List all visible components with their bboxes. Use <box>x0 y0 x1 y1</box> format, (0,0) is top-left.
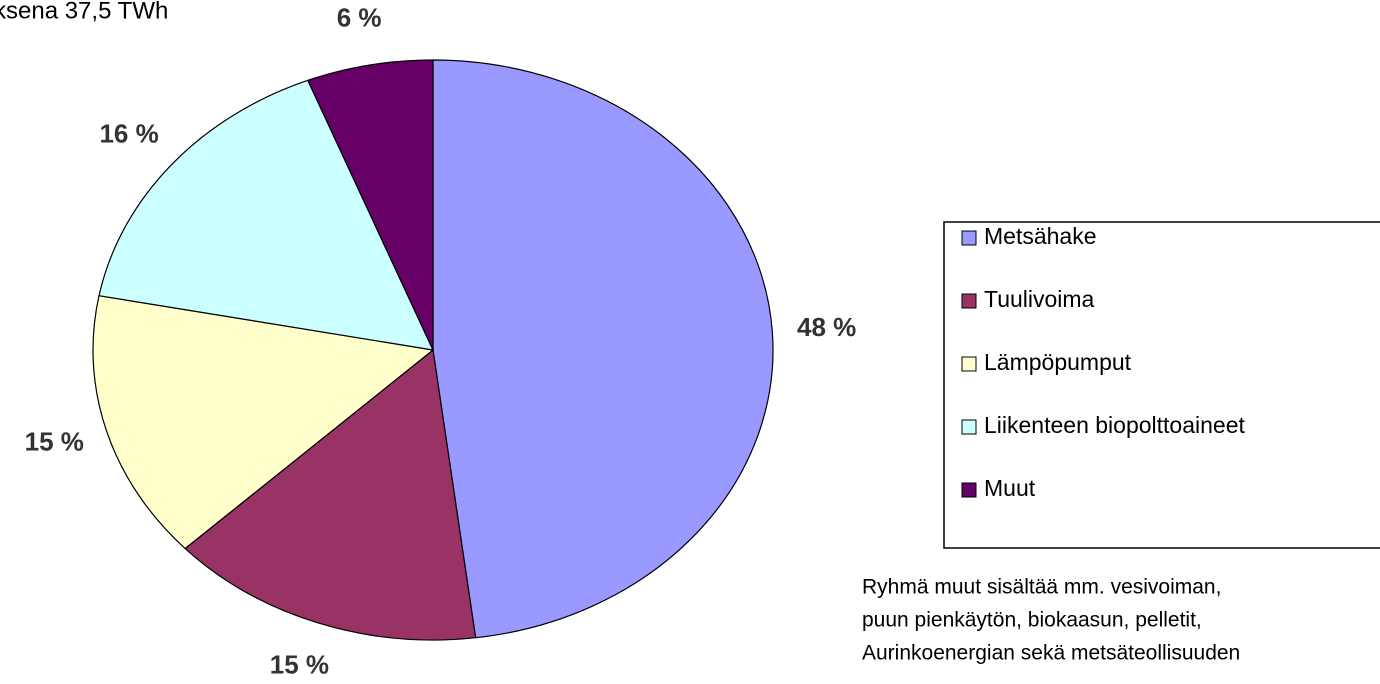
legend-box <box>943 221 1380 549</box>
legend-label: Muut <box>984 475 1036 501</box>
pie-slice <box>307 59 434 351</box>
legend-label: Liikenteen biopolttoaineet <box>984 412 1245 438</box>
legend-swatch <box>961 230 977 246</box>
note-line: puun pienkäytön, biokaasun, pelletit, <box>862 609 1202 632</box>
note-line: Aurinkoenergian sekä metsäteollisuuden <box>862 642 1240 665</box>
legend-label: Tuulivoima <box>984 286 1095 312</box>
legend-swatch <box>961 356 977 372</box>
pie-slice <box>98 79 435 351</box>
legend-swatch <box>961 482 977 498</box>
slice-label: 16 % <box>99 118 158 148</box>
legend-swatch <box>961 419 977 435</box>
pie-slice <box>92 294 435 550</box>
pie-slice <box>432 59 774 639</box>
slice-label: 48 % <box>797 312 856 342</box>
legend-swatch <box>961 293 977 309</box>
legend-label: Lämpöpumput <box>984 349 1132 375</box>
slice-label: 15 % <box>270 649 329 679</box>
slice-label: 15 % <box>25 427 84 457</box>
legend-label: Metsähake <box>984 223 1097 249</box>
pie-slice <box>184 348 477 641</box>
slice-label: 6 % <box>337 2 382 32</box>
note-line: Ryhmä muut sisältää mm. vesivoiman, <box>862 576 1221 599</box>
chart-subtitle: ksena 37,5 TWh <box>0 0 168 24</box>
